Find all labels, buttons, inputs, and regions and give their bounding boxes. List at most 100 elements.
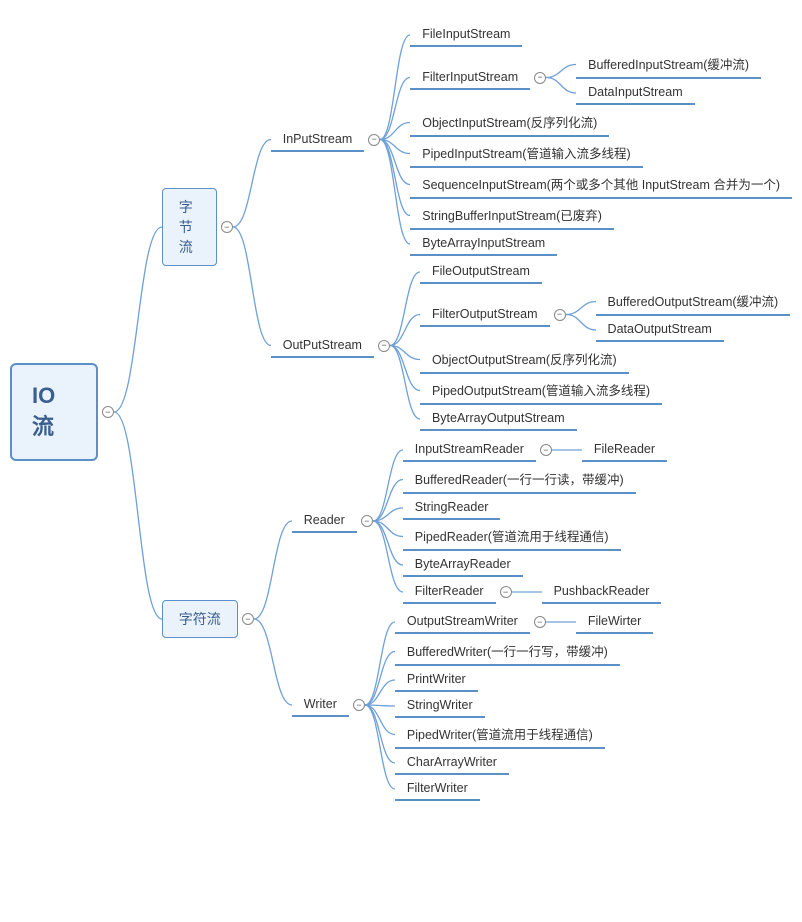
collapse-icon[interactable]: − [353, 699, 365, 711]
node-label[interactable]: ByteArrayReader [403, 553, 523, 577]
node-label[interactable]: FilterWriter [395, 777, 480, 801]
tree-node: Reader−InputStreamReader−FileReaderBuffe… [292, 436, 667, 606]
connector [254, 435, 292, 803]
connector [546, 609, 576, 635]
collapse-icon[interactable]: − [378, 340, 390, 352]
tree-node: DataOutputStream [596, 318, 791, 342]
tree-node: BufferedInputStream(缓冲流) [576, 50, 761, 79]
tree-node: FilterOutputStream− BufferedOutputStream(… [420, 286, 790, 343]
tree-node: StringBufferInputStream(已废弃) [410, 201, 792, 230]
node-label[interactable]: PipedReader(管道流用于线程通信) [403, 522, 621, 551]
node-label[interactable]: FilterReader [403, 580, 496, 604]
connector [365, 608, 395, 802]
children-group: FileInputStream FilterInputStream− Buffere… [410, 22, 792, 257]
tree-node: PipedReader(管道流用于线程通信) [403, 522, 667, 551]
node-label[interactable]: DataOutputStream [596, 318, 724, 342]
connector [566, 286, 596, 343]
collapse-icon[interactable]: − [554, 309, 566, 321]
node-label[interactable]: BufferedReader(一行一行读，带缓冲) [403, 465, 636, 494]
node-label[interactable]: PushbackReader [542, 580, 662, 604]
collapse-icon[interactable]: − [242, 613, 254, 625]
node-label[interactable]: InPutStream [271, 128, 364, 152]
tree-node: BufferedReader(一行一行读，带缓冲) [403, 465, 667, 494]
tree-node: PipedInputStream(管道输入流多线程) [410, 139, 792, 168]
tree-node: FileWirter [576, 610, 653, 634]
node-label[interactable]: FileOutputStream [420, 260, 542, 284]
collapse-icon[interactable]: − [500, 586, 512, 598]
children-group: InputStreamReader−FileReaderBufferedRead… [403, 436, 667, 606]
collapse-icon[interactable]: − [534, 616, 546, 628]
node-label[interactable]: CharArrayWriter [395, 751, 509, 775]
children-group: 字节流−InPutStream−FileInputStreamFilterInp… [162, 20, 792, 804]
node-label[interactable]: ObjectOutputStream(反序列化流) [420, 345, 629, 374]
node-label[interactable]: InputStreamReader [403, 438, 536, 462]
node-label[interactable]: Reader [292, 509, 357, 533]
connector [552, 437, 582, 463]
tree-node: FilterWriter [395, 777, 653, 801]
children-group: BufferedInputStream(缓冲流)DataInputStream [576, 49, 761, 106]
node-label[interactable]: ByteArrayOutputStream [420, 407, 577, 431]
node-label[interactable]: FilterOutputStream [420, 303, 550, 327]
node-label[interactable]: PrintWriter [395, 668, 478, 692]
tree-node: ByteArrayInputStream [410, 232, 792, 256]
collapse-icon[interactable]: − [368, 134, 380, 146]
tree-node: Writer−OutputStreamWriter−FileWirterBuff… [292, 608, 667, 802]
node-label[interactable]: PipedInputStream(管道输入流多线程) [410, 139, 642, 168]
children-group: FileOutputStream FilterOutputStream− Buffe… [420, 259, 790, 432]
tree-node: FileInputStream [410, 23, 792, 47]
node-label[interactable]: StringReader [403, 496, 501, 520]
tree-node: InputStreamReader− FileReader [403, 437, 667, 463]
tree-node: ByteArrayOutputStream [420, 407, 790, 431]
children-group: InPutStream−FileInputStreamFilterInputSt… [271, 21, 792, 433]
node-label[interactable]: SequenceInputStream(两个或多个其他 InputStream … [410, 170, 792, 199]
node-label[interactable]: ObjectInputStream(反序列化流) [410, 108, 609, 137]
node-label[interactable]: FileInputStream [410, 23, 522, 47]
collapse-icon[interactable]: − [534, 72, 546, 84]
node-label[interactable]: 字符流 [162, 600, 238, 638]
tree-node: PushbackReader [542, 580, 662, 604]
node-label[interactable]: StringWriter [395, 694, 485, 718]
children-group: BufferedOutputStream(缓冲流)DataOutputStrea… [596, 286, 791, 343]
children-group: FileReader [582, 437, 667, 463]
node-label[interactable]: BufferedWriter(一行一行写，带缓冲) [395, 637, 620, 666]
collapse-icon[interactable]: − [102, 406, 114, 418]
node-label[interactable]: PipedWriter(管道流用于线程通信) [395, 720, 605, 749]
node-label[interactable]: StringBufferInputStream(已废弃) [410, 201, 614, 230]
children-group: PushbackReader [542, 579, 662, 605]
tree-node: BufferedOutputStream(缓冲流) [596, 287, 791, 316]
node-label[interactable]: BufferedInputStream(缓冲流) [576, 50, 761, 79]
collapse-icon[interactable]: − [540, 444, 552, 456]
node-label[interactable]: IO流 [10, 363, 98, 461]
tree-node: ObjectInputStream(反序列化流) [410, 108, 792, 137]
node-label[interactable]: BufferedOutputStream(缓冲流) [596, 287, 791, 316]
node-label[interactable]: PipedOutputStream(管道输入流多线程) [420, 376, 662, 405]
tree-node: StringReader [403, 496, 667, 520]
node-label[interactable]: FileWirter [576, 610, 653, 634]
node-label[interactable]: FileReader [582, 438, 667, 462]
connector [512, 579, 542, 605]
connector [380, 22, 410, 257]
node-label[interactable]: OutputStreamWriter [395, 610, 530, 634]
node-label[interactable]: Writer [292, 693, 349, 717]
tree-node: FileOutputStream [420, 260, 790, 284]
connector [390, 259, 420, 432]
tree-node: OutputStreamWriter− FileWirter [395, 609, 653, 635]
connector [233, 21, 271, 433]
tree-node: PipedWriter(管道流用于线程通信) [395, 720, 653, 749]
node-label[interactable]: ByteArrayInputStream [410, 232, 557, 256]
node-label[interactable]: OutPutStream [271, 334, 374, 358]
tree-node: FileReader [582, 438, 667, 462]
collapse-icon[interactable]: − [221, 221, 233, 233]
connector [373, 436, 403, 606]
node-label[interactable]: FilterInputStream [410, 66, 530, 90]
children-group: OutputStreamWriter− FileWirter BufferedWri… [395, 608, 653, 802]
node-label[interactable]: DataInputStream [576, 81, 695, 105]
node-label[interactable]: 字节流 [162, 188, 217, 266]
tree-node: CharArrayWriter [395, 751, 653, 775]
collapse-icon[interactable]: − [361, 515, 373, 527]
tree-node: 字符流−Reader−InputStreamReader−FileReaderB… [162, 435, 792, 803]
tree-node: 字节流−InPutStream−FileInputStreamFilterInp… [162, 21, 792, 433]
tree-node: BufferedWriter(一行一行写，带缓冲) [395, 637, 653, 666]
tree-node: ByteArrayReader [403, 553, 667, 577]
tree-node: IO流−字节流−InPutStream−FileInputStreamFilte… [10, 20, 792, 804]
